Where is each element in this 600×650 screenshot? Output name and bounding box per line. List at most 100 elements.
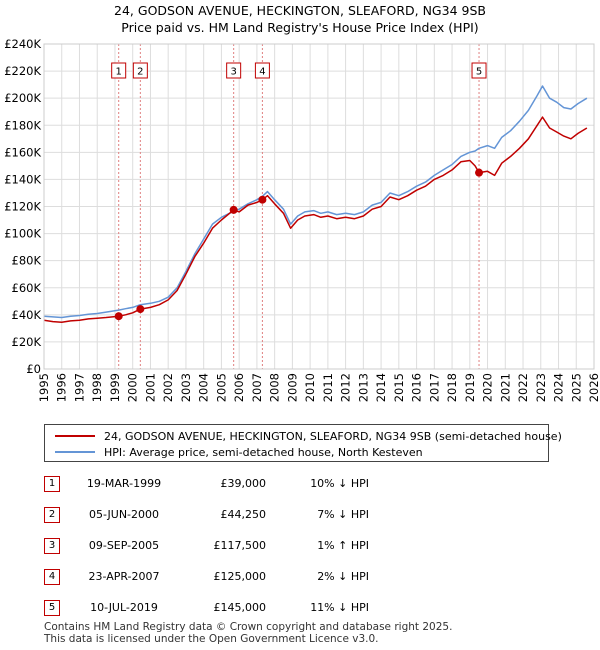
legend-swatch-property: [55, 435, 95, 437]
table-row: 5 10-JUL-2019 £145,000 11% ↓ HPI: [44, 600, 444, 618]
x-tick-label: 2004: [197, 373, 211, 402]
sale-point: [475, 168, 484, 177]
y-tick-label: £60K: [12, 281, 42, 295]
table-row: 3 09-SEP-2005 £117,500 1% ↑ HPI: [44, 538, 444, 556]
x-tick-label: 2019: [463, 373, 477, 402]
sale-marker-badge: [254, 62, 270, 79]
sale-date: 10-JUL-2019: [90, 601, 158, 614]
y-tick-label: £80K: [12, 254, 42, 268]
x-tick-label: 2017: [427, 373, 441, 402]
sale-marker-number: 2: [137, 67, 143, 78]
y-tick-label: £220K: [4, 64, 41, 78]
x-tick-label: 1998: [90, 373, 104, 402]
sale-date: 05-JUN-2000: [88, 508, 160, 521]
sale-hpi-diff: 2% ↓ HPI: [317, 570, 369, 583]
sale-number-badge: 2: [44, 507, 60, 523]
sale-number-badge: 5: [44, 600, 60, 616]
legend-item-hpi: HPI: Average price, semi-detached house,…: [55, 444, 423, 460]
sale-point: [258, 195, 267, 204]
sale-marker-lines: 1 2 3 4 5: [111, 44, 487, 369]
footer-licence: This data is licensed under the Open Gov…: [44, 633, 379, 645]
sale-point: [114, 312, 123, 321]
x-tick-label: 2024: [552, 373, 566, 402]
x-tick-label: 2010: [303, 373, 317, 402]
sale-hpi-diff: 10% ↓ HPI: [310, 477, 369, 490]
y-tick-label: £200K: [4, 91, 41, 105]
x-tick-label: 2022: [516, 373, 530, 402]
y-tick-label: £240K: [4, 37, 41, 51]
table-row: 4 23-APR-2007 £125,000 2% ↓ HPI: [44, 569, 444, 587]
x-tick-label: 2001: [143, 373, 157, 402]
sale-date: 19-MAR-1999: [86, 477, 162, 490]
x-tick-label: 2021: [498, 373, 512, 402]
sale-number-badge: 4: [44, 569, 60, 585]
sale-number-badge: 3: [44, 538, 60, 554]
y-tick-label: £40K: [12, 308, 42, 322]
x-tick-label: 2007: [250, 373, 264, 402]
grid-layer: [43, 43, 595, 370]
y-tick-label: £140K: [4, 172, 41, 186]
sale-marker-badge: [226, 62, 242, 79]
x-tick-label: 2011: [321, 373, 335, 402]
sale-marker-badge: [132, 62, 148, 79]
plot-area-border: [43, 43, 595, 370]
x-tick-label: 2008: [268, 373, 282, 402]
table-row: 2 05-JUN-2000 £44,250 7% ↓ HPI: [44, 507, 444, 525]
legend-label-hpi: HPI: Average price, semi-detached house,…: [104, 445, 423, 459]
legend: 24, GODSON AVENUE, HECKINGTON, SLEAFORD,…: [44, 424, 562, 462]
x-tick-label: 2014: [374, 373, 388, 402]
x-tick-label: 2026: [587, 373, 600, 402]
x-tick-label: 2009: [285, 373, 299, 402]
x-tick-label: 1999: [108, 373, 122, 402]
sale-number-badge: 1: [44, 476, 60, 492]
x-tick-label: 2020: [481, 373, 495, 402]
sale-price: £117,500: [213, 539, 267, 552]
x-tick-label: 2002: [161, 373, 175, 402]
y-tick-label: £160K: [4, 145, 41, 159]
x-tick-label: 1995: [37, 373, 51, 402]
x-tick-label: 2018: [445, 373, 459, 402]
sale-hpi-diff: 11% ↓ HPI: [310, 601, 369, 614]
sale-date: 09-SEP-2005: [88, 539, 160, 552]
sale-price: £44,250: [220, 508, 267, 521]
axes: £0 £20K £40K £60K £80K £100K £120K £140K £160K £1…: [4, 37, 600, 402]
sale-hpi-diff: 1% ↑ HPI: [317, 539, 369, 552]
sale-price: £145,000: [213, 601, 267, 614]
y-tick-label: £120K: [4, 200, 41, 214]
x-tick-label: 2013: [356, 373, 370, 402]
x-tick-label: 2012: [339, 373, 353, 402]
sale-price: £39,000: [220, 477, 267, 490]
x-tick-label: 2005: [214, 373, 228, 402]
x-tick-label: 1997: [72, 373, 86, 402]
sale-point: [136, 305, 145, 314]
x-tick-label: 2016: [410, 373, 424, 402]
x-tick-label: 2015: [392, 373, 406, 402]
legend-item-property: 24, GODSON AVENUE, HECKINGTON, SLEAFORD,…: [55, 428, 562, 444]
y-tick-label: £0: [26, 362, 41, 376]
sale-hpi-diff: 7% ↓ HPI: [317, 508, 369, 521]
sale-marker-number: 1: [116, 67, 122, 78]
legend-swatch-hpi: [55, 451, 95, 453]
sale-point: [229, 205, 238, 214]
chart-title: 24, GODSON AVENUE, HECKINGTON, SLEAFORD,…: [0, 2, 600, 36]
legend-label-property: 24, GODSON AVENUE, HECKINGTON, SLEAFORD,…: [104, 429, 562, 443]
x-tick-label: 2025: [569, 373, 583, 402]
y-tick-label: £20K: [12, 335, 42, 349]
sale-marker-badge: [111, 62, 127, 79]
x-tick-label: 2006: [232, 373, 246, 402]
y-tick-label: £100K: [4, 227, 41, 241]
footer: Contains HM Land Registry data © Crown c…: [44, 621, 452, 645]
sale-points: [114, 168, 484, 321]
sale-marker-number: 3: [230, 67, 236, 78]
chart-title-line-1: 24, GODSON AVENUE, HECKINGTON, SLEAFORD,…: [114, 3, 486, 18]
x-tick-label: 2000: [126, 373, 140, 402]
y-tick-label: £180K: [4, 118, 41, 132]
sale-marker-number: 4: [259, 67, 265, 78]
x-tick-label: 1996: [55, 373, 69, 402]
x-tick-label: 2023: [534, 373, 548, 402]
hpi-line: [43, 85, 588, 319]
sale-date: 23-APR-2007: [88, 570, 160, 583]
sale-marker-number: 5: [476, 67, 482, 78]
sale-price: £125,000: [213, 570, 267, 583]
